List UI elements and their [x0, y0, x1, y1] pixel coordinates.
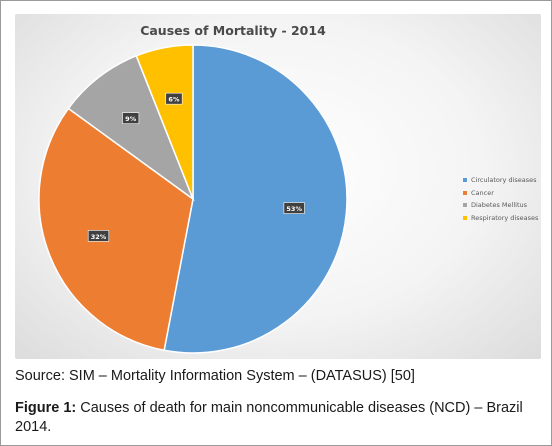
chart-title: Causes of Mortality - 2014: [140, 23, 326, 38]
pie-slice-circulatory-diseases: [163, 44, 348, 354]
svg-text:32%: 32%: [91, 233, 107, 241]
data-label-respiratory-diseases: 6%: [165, 92, 183, 105]
legend-swatch: [463, 215, 467, 220]
caption-text: Causes of death for main noncommunicable…: [15, 400, 523, 435]
legend-label: Diabetes Mellitus: [471, 201, 527, 210]
legend-label: Cancer: [471, 188, 494, 197]
chart-legend: Circulatory diseases Cancer Diabetes Melli…: [463, 174, 538, 224]
chart-panel: Causes of Mortality - 2014 53% 32% 9% 6% Ci…: [15, 14, 541, 359]
legend-label: Respiratory diseases: [471, 213, 539, 222]
source-text: Source: SIM – Mortality Information Syst…: [15, 368, 415, 384]
pie-slice-respiratory-diseases: [135, 44, 194, 200]
svg-text:9%: 9%: [125, 115, 137, 123]
legend-swatch: [463, 190, 467, 195]
legend-item-cancer: Cancer: [463, 187, 538, 200]
svg-text:53%: 53%: [286, 205, 302, 213]
legend-swatch: [463, 203, 467, 208]
legend-item-respiratory-diseases: Respiratory diseases: [463, 212, 538, 225]
data-label-diabetes-mellitus: 9%: [122, 112, 140, 124]
legend-label: Circulatory diseases: [471, 176, 537, 185]
pie-slice-cancer: [38, 107, 194, 352]
data-label-cancer: 32%: [87, 230, 110, 242]
svg-text:6%: 6%: [168, 96, 180, 104]
caption-label: Figure 1:: [15, 400, 77, 416]
legend-item-circulatory-diseases: Circulatory diseases: [463, 174, 538, 187]
legend-swatch: [463, 178, 467, 183]
pie-slice-diabetes-mellitus: [67, 54, 195, 202]
figure-caption: Figure 1: Causes of death for main nonco…: [15, 399, 543, 437]
data-label-circulatory-diseases: 53%: [283, 202, 305, 214]
legend-item-diabetes-mellitus: Diabetes Mellitus: [463, 199, 538, 212]
pie-chart: 53% 32% 9% 6%: [38, 44, 348, 354]
